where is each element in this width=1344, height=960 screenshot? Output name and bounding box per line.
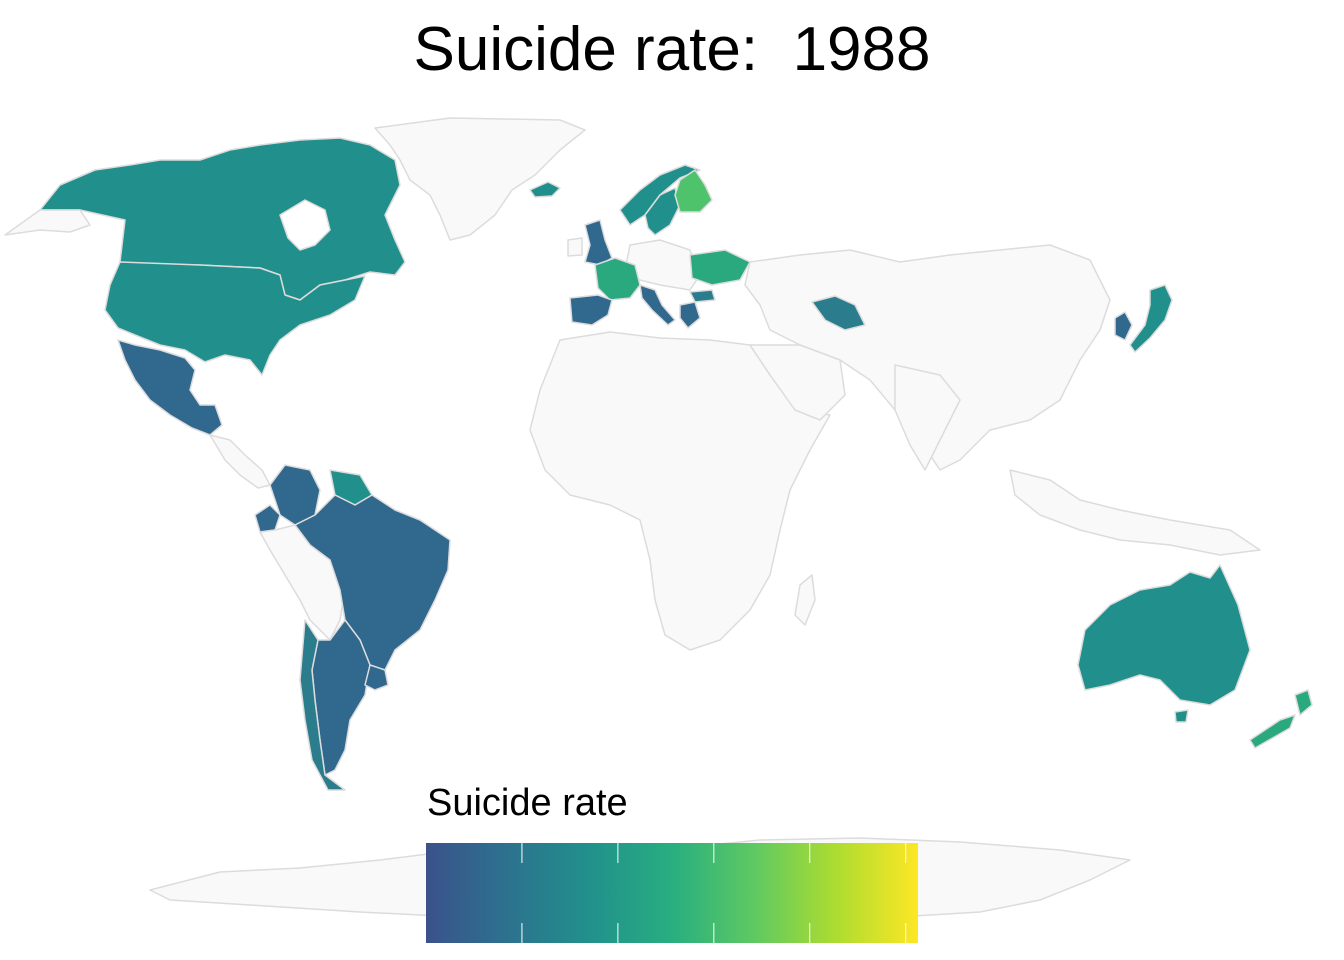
legend-colorbar xyxy=(426,843,918,943)
legend-title: Suicide rate xyxy=(427,782,628,824)
region-australia[interactable] xyxy=(1077,564,1251,706)
region-uruguay[interactable] xyxy=(364,664,389,691)
region-southeast-asia xyxy=(1009,469,1261,556)
region-brazil[interactable] xyxy=(294,494,451,671)
region-italy[interactable] xyxy=(639,284,676,326)
region-mexico[interactable] xyxy=(117,339,223,436)
region-ireland xyxy=(567,237,583,257)
region-south-korea[interactable] xyxy=(1114,311,1133,341)
region-ukraine[interactable] xyxy=(689,249,751,286)
region-finland[interactable] xyxy=(674,169,713,213)
region-tasmania[interactable] xyxy=(1174,709,1189,723)
region-alaska xyxy=(4,209,91,236)
region-colombia[interactable] xyxy=(269,464,321,526)
legend-gradient xyxy=(426,843,918,943)
region-turkmenistan[interactable] xyxy=(811,295,866,331)
region-madagascar xyxy=(794,574,816,626)
region-iceland[interactable] xyxy=(529,181,561,198)
region-arabia xyxy=(749,344,846,421)
map-title: Suicide rate: 1988 xyxy=(413,15,931,84)
region-bulgaria[interactable] xyxy=(689,289,716,303)
region-sweden[interactable] xyxy=(644,187,681,236)
region-spain[interactable] xyxy=(569,294,613,326)
region-japan[interactable] xyxy=(1129,284,1173,353)
region-france[interactable] xyxy=(594,257,641,301)
region-greenland xyxy=(374,117,586,241)
region-new-zealand[interactable] xyxy=(1249,689,1313,749)
region-india xyxy=(894,364,961,471)
region-ecuador[interactable] xyxy=(254,504,281,533)
region-united-states[interactable] xyxy=(104,261,366,376)
region-central-america xyxy=(209,434,271,489)
region-united-kingdom[interactable] xyxy=(584,219,613,266)
region-chile[interactable] xyxy=(299,619,346,791)
region-hudson-bay xyxy=(279,199,331,251)
region-greece[interactable] xyxy=(679,301,701,329)
